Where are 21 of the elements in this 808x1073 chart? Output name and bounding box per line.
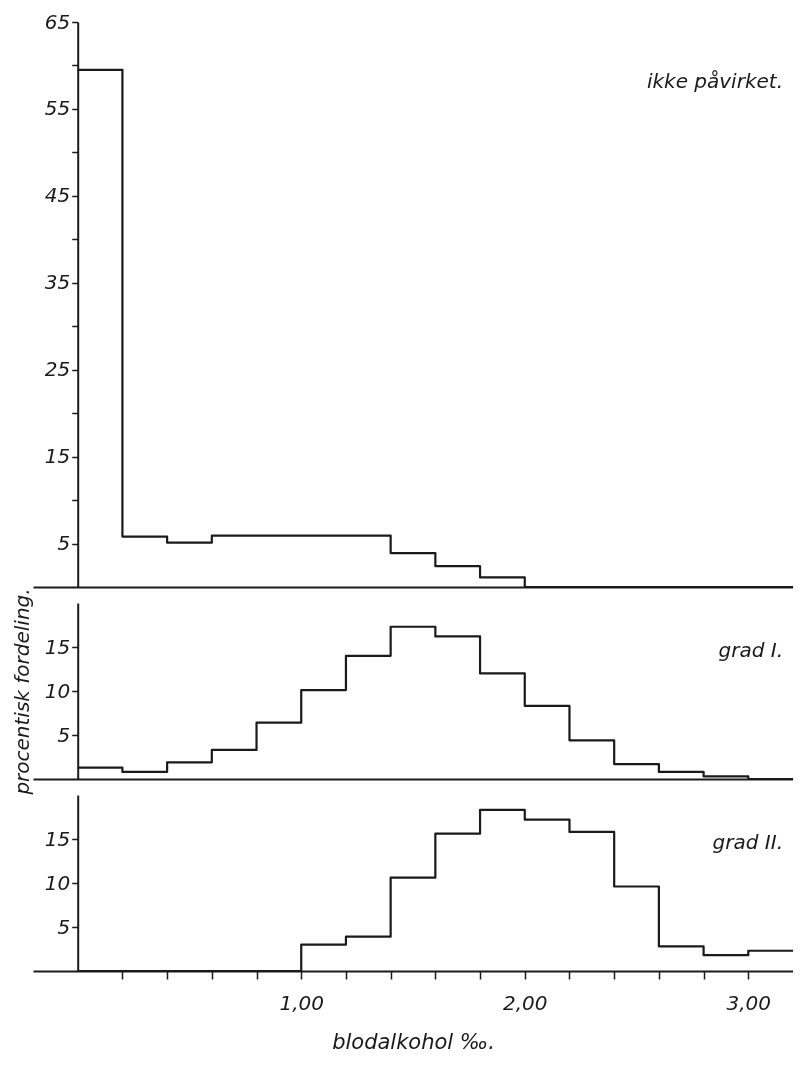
y-tick-label: 5 — [57, 914, 71, 939]
y-tick-label: 10 — [44, 870, 71, 895]
y-tick-label: 55 — [44, 96, 71, 121]
x-tick-label: 3,00 — [726, 990, 772, 1015]
y-tick-label: 15 — [44, 634, 71, 659]
x-tick-label: 1,00 — [279, 990, 324, 1015]
y-tick-label: 65 — [44, 9, 71, 34]
annotation: grad II. — [712, 830, 783, 854]
annotation: ikke påvirket. — [646, 69, 783, 93]
y-tick-label: 5 — [57, 722, 71, 747]
y-tick-label: 10 — [44, 678, 71, 703]
y-tick-label: 35 — [44, 270, 71, 295]
x-tick-label: 2,00 — [503, 990, 548, 1015]
y-axis-title: procentisk fordeling. — [9, 588, 34, 796]
y-tick-label: 15 — [44, 826, 71, 851]
x-axis-title: blodalkohol ‰. — [332, 1029, 495, 1054]
annotation: grad I. — [718, 638, 783, 662]
y-tick-label: 25 — [44, 357, 71, 382]
y-tick-label: 45 — [44, 183, 71, 208]
y-tick-label: 15 — [44, 444, 71, 469]
y-tick-label: 5 — [57, 531, 71, 556]
